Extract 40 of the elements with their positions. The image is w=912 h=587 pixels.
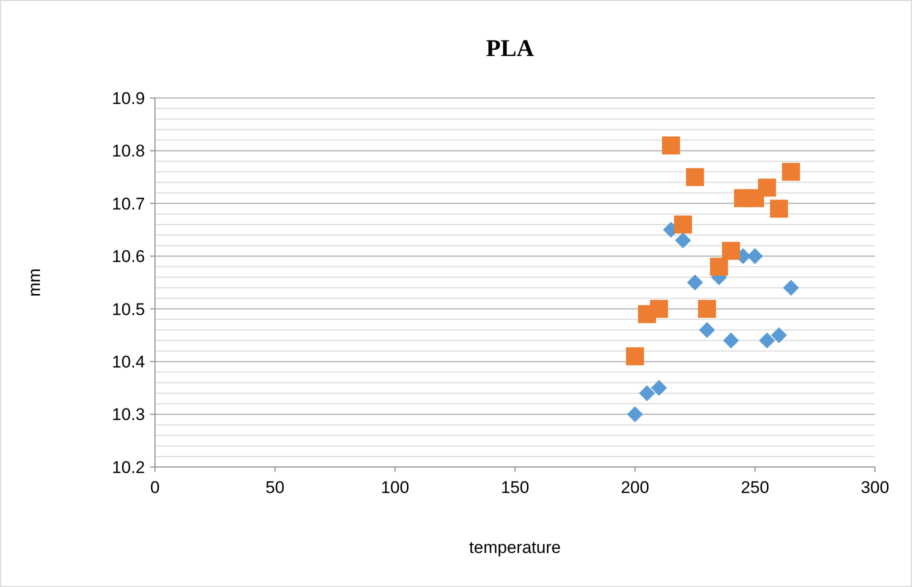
x-tick-label: 50: [266, 478, 284, 497]
x-tick-label: 150: [500, 478, 530, 497]
y-tick-label: 10.3: [112, 405, 145, 424]
y-tick-label: 10.9: [112, 88, 145, 108]
point: [710, 258, 728, 276]
point: [770, 200, 788, 218]
point: [639, 385, 655, 402]
y-axis-title: mm: [25, 268, 44, 297]
point: [627, 406, 643, 422]
x-tick-label: 300: [860, 478, 890, 497]
point: [626, 347, 644, 366]
y-tick-label: 10.7: [112, 194, 145, 214]
point: [723, 332, 739, 348]
x-tick-label: 250: [740, 478, 770, 497]
x-tick-label: 200: [620, 478, 650, 497]
chart-title: PLA: [486, 36, 535, 62]
point: [698, 300, 716, 318]
point: [650, 300, 668, 318]
y-tick-label: 10.2: [112, 458, 145, 477]
y-tick-label: 10.6: [112, 247, 145, 266]
point: [651, 380, 667, 396]
point: [699, 322, 715, 338]
point: [759, 332, 775, 348]
point: [662, 136, 680, 154]
x-tick-label: 100: [380, 478, 410, 497]
point: [686, 168, 704, 186]
y-tick-label: 10.5: [112, 300, 145, 319]
x-tick-label: 0: [150, 478, 160, 497]
point: [771, 327, 787, 344]
y-tick-label: 10.8: [112, 142, 145, 161]
point: [758, 178, 776, 197]
point: [675, 232, 691, 248]
point: [674, 216, 692, 234]
x-axis-title: temperature: [469, 538, 561, 557]
point: [747, 248, 763, 264]
point: [722, 242, 740, 260]
point: [687, 274, 703, 290]
y-tick-label: 10.4: [112, 352, 145, 372]
point: [782, 162, 800, 181]
point: [783, 280, 799, 296]
